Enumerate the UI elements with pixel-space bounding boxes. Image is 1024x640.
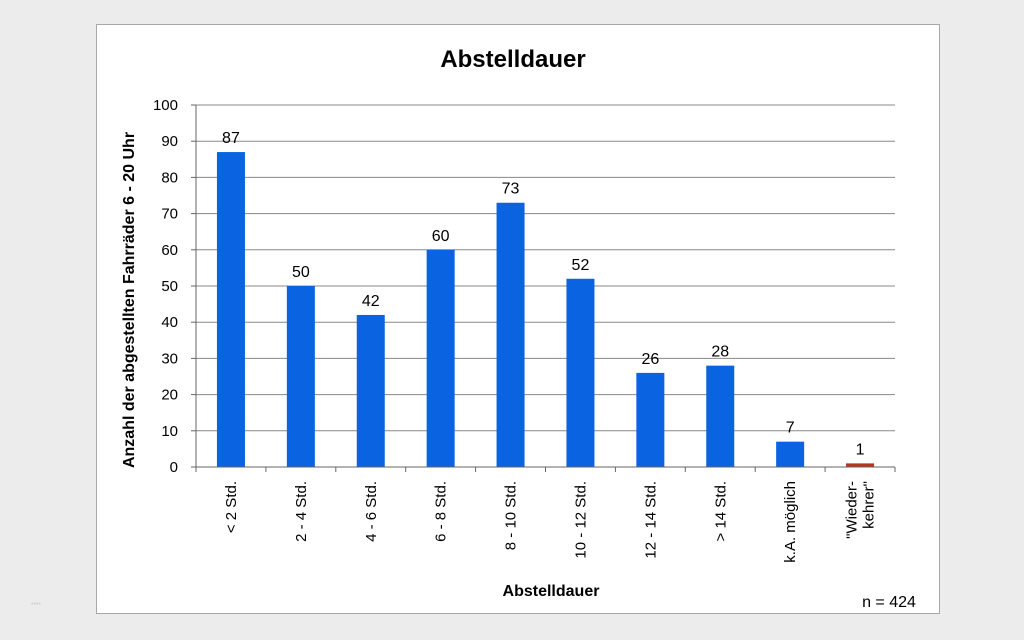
data-label: 1 [856,441,865,458]
data-label: 73 [502,181,520,198]
bar [636,372,665,467]
x-category-label-line: kehrer" [861,481,878,529]
x-category-label-line: 4 - 6 Std. [363,481,380,542]
y-tick-label: 10 [161,423,178,440]
data-label: 87 [222,130,240,147]
bar [216,152,245,467]
bar [426,249,455,467]
data-label: 26 [641,351,659,368]
x-category-label: 12 - 14 Std. [642,481,659,559]
bars [216,152,875,468]
bar [776,441,805,467]
x-axis-title: Abstelldauer [503,583,600,600]
x-category-label: "Wieder-kehrer" [844,481,878,539]
x-category-label-line: 12 - 14 Std. [642,481,659,559]
y-tick-label: 20 [161,387,178,404]
x-category-label-line: 2 - 4 Std. [293,481,310,542]
x-category-label: 4 - 6 Std. [363,481,380,542]
x-category-label-line: < 2 Std. [223,481,240,533]
x-category-label: < 2 Std. [223,481,240,533]
x-category-label-line: > 14 Std. [712,481,729,541]
x-category-label: 2 - 4 Std. [293,481,310,542]
y-tick-label: 90 [161,133,178,150]
y-tick-label: 50 [161,278,178,295]
x-category-label-line: 8 - 10 Std. [503,481,520,550]
data-label: 28 [711,344,729,361]
bar [286,286,315,467]
data-label: 50 [292,264,310,281]
x-category-label: k.A. möglich [782,481,799,563]
x-category-label-line: 10 - 12 Std. [572,481,589,559]
faint-watermark: •••• [31,601,41,608]
bar [496,202,525,468]
sample-size-note: n = 424 [862,594,916,611]
bar [846,463,875,467]
x-axis-category-labels: < 2 Std. 2 - 4 Std. 4 - 6 Std. 6 - 8 Std. 8 … [223,481,878,563]
data-label: 42 [362,293,380,310]
y-axis-title: Anzahl der abgestellten Fahrräder 6 - 20… [121,132,138,468]
y-axis-ticks: 0 10 20 30 40 50 60 70 80 90 100 [153,97,196,476]
x-category-label-line: 6 - 8 Std. [433,481,450,542]
x-category-label: 10 - 12 Std. [572,481,589,559]
chart-title: Abstelldauer [440,46,585,73]
x-category-label-line: "Wieder- [844,481,861,539]
y-tick-label: 60 [161,242,178,259]
y-tick-label: 80 [161,169,178,186]
x-category-label: > 14 Std. [712,481,729,541]
x-category-label-line: k.A. möglich [782,481,799,563]
axes [195,105,896,472]
x-category-label: 6 - 8 Std. [433,481,450,542]
x-category-label: 8 - 10 Std. [503,481,520,550]
data-label: 60 [432,228,450,245]
bar [356,314,385,467]
data-label: 7 [786,420,795,437]
y-tick-label: 70 [161,206,178,223]
bar [706,365,735,467]
data-labels: 87 50 42 60 73 52 26 28 7 1 [222,130,865,458]
y-tick-label: 100 [153,97,178,114]
y-tick-label: 30 [161,350,178,367]
y-tick-label: 40 [161,314,178,331]
bar [566,278,595,467]
data-label: 52 [572,257,590,274]
y-tick-label: 0 [170,459,178,476]
